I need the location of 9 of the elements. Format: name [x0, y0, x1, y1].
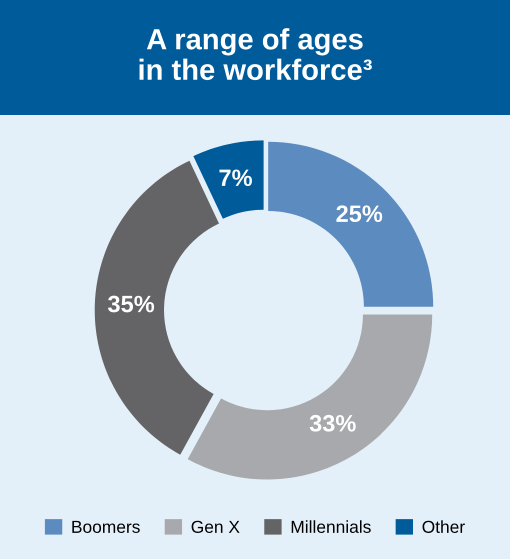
data-label: 7% [219, 169, 252, 186]
legend-label: Boomers [72, 520, 140, 533]
legend-label: Millennials [292, 520, 371, 533]
legend-label: Other [422, 520, 465, 533]
data-label: 25% [336, 205, 382, 222]
chart-title: A range of ages in the workforce³ [140, 28, 372, 80]
legend-label: Gen X [192, 520, 240, 533]
data-label: 35% [108, 296, 154, 312]
data-label: 33% [310, 414, 356, 432]
